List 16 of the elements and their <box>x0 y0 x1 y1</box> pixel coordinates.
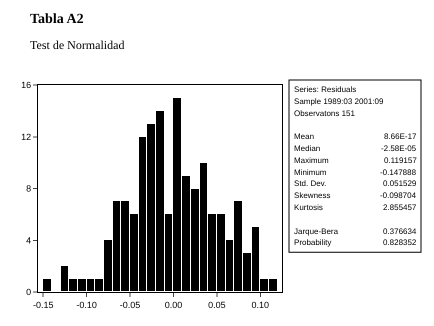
chart-title: Tabla A2 <box>30 12 84 27</box>
y-tick-label: 8 <box>26 184 32 194</box>
x-tick-label: -0.10 <box>76 300 97 310</box>
chart-subtitle: Test de Normalidad <box>30 38 124 52</box>
x-tick-label: -0.05 <box>120 300 140 310</box>
text: Series: Residuals Sample 1989:03 2001:09 Observatons 151 <box>294 85 384 118</box>
text: Mean 8.66E-17 Median -2.58E-05 Maximum 0.119157 Minimum -0.147888 Std. Dev. 0.051529 Skewness -0.098704 Kurtosis 2.855457 <box>294 132 417 212</box>
x-tick-label: 0.05 <box>208 300 226 310</box>
x-tick-label: 0.00 <box>164 300 182 310</box>
y-tick-label: 12 <box>21 132 32 142</box>
y-tick-label: 16 <box>21 80 32 90</box>
text: Jarque-Bera 0.376634 Probability 0.828352 <box>294 227 416 247</box>
x-tick-label: -0.15 <box>32 300 54 310</box>
y-tick-label: 4 <box>26 235 32 246</box>
x-tick-label: 0.10 <box>252 300 270 310</box>
y-tick-label: 0 <box>26 287 32 298</box>
